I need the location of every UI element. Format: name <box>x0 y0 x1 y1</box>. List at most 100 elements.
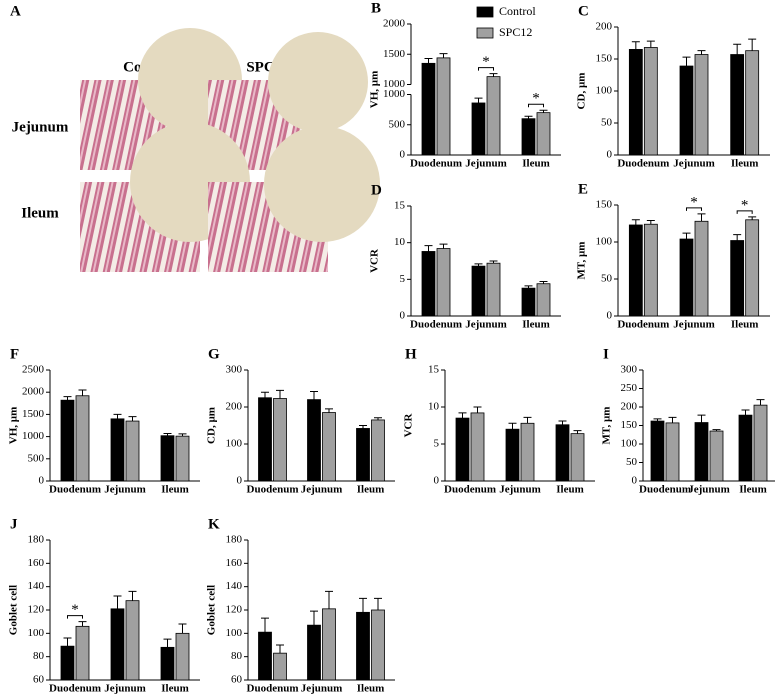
y-tick-label: 100 <box>226 627 243 639</box>
bar <box>471 102 486 156</box>
x-tick-label: Ileum <box>357 683 385 695</box>
error-bar <box>113 595 122 609</box>
error-bar <box>474 97 483 103</box>
error-bar <box>424 245 433 252</box>
x-tick-label: Ileum <box>739 484 767 496</box>
y-tick-label: 0 <box>607 149 613 161</box>
x-tick-label: Jejunum <box>301 484 343 496</box>
y-axis-label: VH, µm <box>8 407 20 445</box>
error-bar <box>524 115 533 119</box>
y-tick-label: 160 <box>28 557 45 569</box>
bar <box>486 76 501 156</box>
significance-bracket <box>736 210 753 214</box>
error-bar <box>653 418 662 422</box>
error-bar <box>178 623 187 634</box>
x-tick-label: Jejunum <box>465 319 507 331</box>
x-tick-label: Duodenum <box>639 484 691 496</box>
bar <box>75 395 90 482</box>
y-tick-label: 15 <box>394 200 406 212</box>
bar <box>679 238 694 317</box>
error-bar <box>424 57 433 64</box>
bar <box>322 412 336 482</box>
x-tick-label: Jejunum <box>104 683 146 695</box>
x-tick-label: Duodenum <box>444 484 496 496</box>
y-tick-label: 500 <box>389 118 406 130</box>
y-tick-label: 300 <box>621 364 638 376</box>
bar <box>643 47 658 156</box>
y-tick-label: 15 <box>428 364 440 376</box>
y-tick-label: 1500 <box>22 408 45 420</box>
error-bar <box>748 216 757 220</box>
y-tick-label: 100 <box>621 438 638 450</box>
x-tick-label: Jejunum <box>301 683 343 695</box>
bar <box>421 251 436 317</box>
x-tick-label: Ileum <box>731 158 759 170</box>
bar <box>694 220 709 317</box>
x-tick-label: Duodenum <box>49 484 101 496</box>
error-bar <box>682 56 691 67</box>
bar <box>371 609 385 681</box>
panel-label: F <box>10 346 19 362</box>
y-tick-label: 500 <box>28 452 45 464</box>
bar <box>356 611 370 681</box>
y-tick-label: 0 <box>607 310 613 322</box>
error-bar <box>573 430 582 434</box>
bar <box>307 624 321 681</box>
x-tick-label: Ileum <box>556 484 584 496</box>
panel-label: H <box>405 346 417 362</box>
error-bar <box>712 429 721 432</box>
bar <box>753 404 768 482</box>
error-bar <box>113 413 122 419</box>
y-tick-label: 5 <box>434 438 440 450</box>
y-axis-label: MT, µm <box>576 242 588 280</box>
y-tick-label: 200 <box>621 401 638 413</box>
bar <box>694 54 709 156</box>
x-tick-label: Duodenum <box>49 683 101 695</box>
bar <box>307 399 321 482</box>
x-tick-label: Ileum <box>357 484 385 496</box>
bar <box>536 283 551 317</box>
y-tick-label: 50 <box>601 117 613 129</box>
x-tick-label: Ileum <box>522 319 550 331</box>
legend-label: SPC12 <box>499 25 532 39</box>
x-tick-label: Ileum <box>161 484 189 496</box>
y-tick-label: 2000 <box>22 386 45 398</box>
bar <box>471 265 486 317</box>
y-tick-label: 10 <box>394 236 406 248</box>
error-bar <box>539 109 548 113</box>
x-tick-label: Ileum <box>161 683 189 695</box>
y-tick-label: 150 <box>621 419 638 431</box>
x-tick-label: Duodenum <box>617 319 669 331</box>
panel-label: E <box>578 181 588 197</box>
y-tick-label: 200 <box>226 401 243 413</box>
error-bar <box>733 234 742 241</box>
bar <box>650 420 665 482</box>
y-tick-label: 100 <box>596 236 613 248</box>
y-tick-label: 2000 <box>383 18 406 30</box>
y-axis-label: MT, µm <box>601 407 613 445</box>
error-bar <box>310 610 318 626</box>
error-bar <box>508 422 517 430</box>
error-bar <box>741 409 750 416</box>
bar <box>694 422 709 482</box>
error-bar <box>163 638 172 648</box>
error-bar <box>128 590 137 601</box>
bar <box>175 435 190 482</box>
y-tick-label: 1000 <box>383 88 406 100</box>
error-bar <box>325 590 333 609</box>
y-tick-label: 100 <box>226 438 243 450</box>
bar <box>436 248 451 317</box>
bar <box>536 112 551 156</box>
x-tick-label: Jejunum <box>104 484 146 496</box>
y-tick-label: 0 <box>237 475 243 487</box>
y-tick-label: 120 <box>28 604 45 616</box>
y-tick-label: 1000 <box>383 78 406 90</box>
error-bar <box>631 41 640 50</box>
y-tick-label: 150 <box>596 53 613 65</box>
bar <box>160 646 175 681</box>
y-tick-label: 120 <box>226 604 243 616</box>
bar <box>60 645 75 681</box>
y-tick-label: 150 <box>596 199 613 211</box>
legend-label: Control <box>499 4 536 18</box>
